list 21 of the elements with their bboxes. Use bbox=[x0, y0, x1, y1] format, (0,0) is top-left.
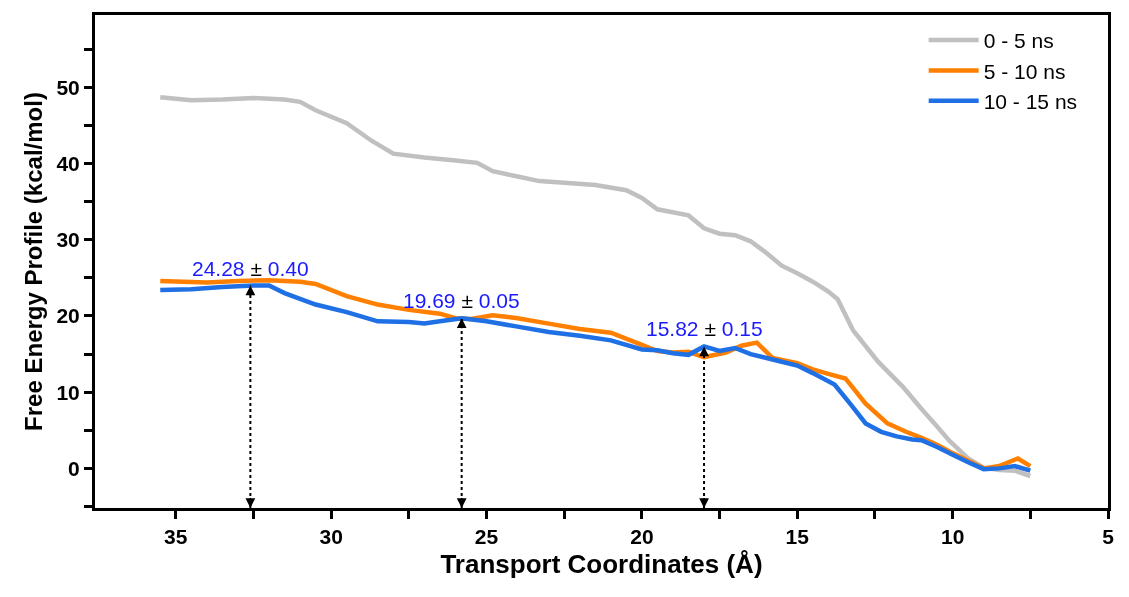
legend-label: 0 - 5 ns bbox=[983, 29, 1054, 53]
x-axis-title: Transport Coordinates (Å) bbox=[440, 548, 763, 579]
y-tick-label: 50 bbox=[56, 75, 80, 99]
legend-label: 5 - 10 ns bbox=[983, 59, 1066, 83]
annotation: 24.28 ± 0.40 bbox=[192, 257, 309, 280]
y-tick-label: 10 bbox=[56, 380, 80, 404]
y-tick-label: 20 bbox=[56, 304, 80, 328]
x-tick-label: 5 bbox=[1102, 525, 1115, 549]
x-tick-label: 30 bbox=[319, 525, 343, 549]
y-axis-title: Free Energy Profile (kcal/mol) bbox=[19, 92, 47, 431]
x-tick-label: 15 bbox=[785, 525, 810, 549]
x-tick-label: 20 bbox=[630, 525, 654, 549]
annotation: 15.82 ± 0.15 bbox=[646, 317, 763, 340]
y-tick-label: 40 bbox=[56, 151, 80, 175]
y-tick-label: 0 bbox=[68, 456, 80, 480]
x-tick-label: 35 bbox=[164, 525, 188, 549]
legend-label: 10 - 15 ns bbox=[983, 89, 1078, 113]
x-tick-label: 10 bbox=[940, 525, 965, 549]
annotation: 19.69 ± 0.05 bbox=[403, 289, 520, 312]
y-tick-label: 30 bbox=[56, 228, 80, 252]
x-tick-label: 25 bbox=[474, 525, 499, 549]
